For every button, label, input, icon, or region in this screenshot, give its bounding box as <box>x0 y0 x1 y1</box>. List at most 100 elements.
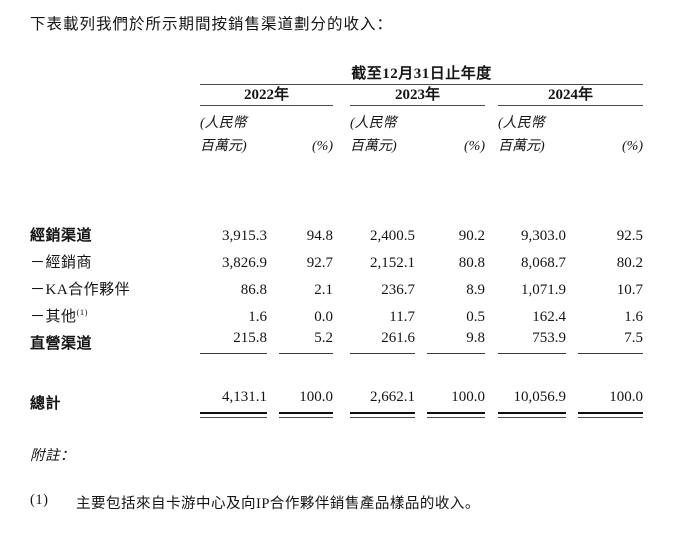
value-cell: 9,303.0 <box>521 227 566 244</box>
pct-header-2022: (%) <box>312 139 333 155</box>
spacer <box>333 134 350 157</box>
unit-header-2022-line2: 百萬元) <box>200 139 247 155</box>
value-cell: 92.7 <box>306 254 333 271</box>
spacer <box>30 85 200 106</box>
row-label: 經銷渠道 <box>30 227 93 244</box>
spacer <box>30 134 200 157</box>
spacer <box>485 134 498 157</box>
year-header-2023: 2023年 <box>350 84 485 107</box>
unit-header-2024-line2: 百萬元) <box>498 139 545 155</box>
footnote-text: 主要包括來自卡游中心及向IP合作夥伴銷售產品樣品的收入。 <box>76 496 480 513</box>
value-cell: 1,071.9 <box>521 281 566 298</box>
year-header-2024: 2024年 <box>498 84 644 107</box>
spacer-row <box>30 354 643 387</box>
unit-header-row-1: (人民幣 (人民幣 (人民幣 <box>30 106 643 134</box>
spacer <box>485 106 498 134</box>
row-label: 直營渠道 <box>30 335 93 352</box>
row-label: －KA合作夥伴 <box>30 281 131 298</box>
value-cell: 11.7 <box>389 308 415 325</box>
unit-header-2023-line1: (人民幣 <box>350 116 397 132</box>
value-cell: 94.8 <box>306 227 333 244</box>
value-cell: 236.7 <box>381 281 415 298</box>
footnote-marker: (1) <box>30 492 49 509</box>
spacer <box>485 300 498 327</box>
table-row-distributors: －經銷商 3,826.9 92.7 2,152.1 80.8 8,068.7 8… <box>30 246 643 273</box>
spacer <box>333 85 350 106</box>
spacer <box>485 246 498 273</box>
total-value-cell: 100.0 <box>566 387 644 419</box>
spacer <box>333 327 350 354</box>
spacer <box>30 106 200 134</box>
value-cell: 8.9 <box>466 281 485 298</box>
value-cell: 261.6 <box>350 327 415 355</box>
value-cell: 162.4 <box>532 308 566 325</box>
value-cell: 80.2 <box>616 254 644 271</box>
row-label: －經銷商 <box>30 254 93 271</box>
total-value-cell: 10,056.9 <box>498 387 566 419</box>
spacer <box>333 246 350 273</box>
unit-header-2022-line1: (人民幣 <box>200 116 247 132</box>
value-cell: 92.5 <box>616 227 644 244</box>
table-row-distribution-channel: 經銷渠道 3,915.3 94.8 2,400.5 90.2 9,303.0 9… <box>30 219 643 246</box>
total-value-cell: 100.0 <box>267 387 333 419</box>
spacer <box>485 85 498 106</box>
spacer <box>485 327 498 354</box>
spacer <box>415 106 485 134</box>
spacer <box>333 300 350 327</box>
value-cell: 9.8 <box>415 327 485 355</box>
spacer-row <box>30 157 643 219</box>
pct-header-2023: (%) <box>464 139 485 155</box>
spacer <box>267 106 333 134</box>
value-cell: 215.8 <box>200 327 267 355</box>
value-cell: 0.0 <box>314 308 333 325</box>
spacer <box>485 219 498 246</box>
spacer <box>566 106 643 134</box>
spacer <box>30 62 200 85</box>
unit-header-2024-line1: (人民幣 <box>498 116 545 132</box>
pct-header-2024: (%) <box>622 139 644 155</box>
year-header-2022: 2022年 <box>200 84 333 107</box>
value-cell: 5.2 <box>267 327 333 355</box>
value-cell: 2,400.5 <box>370 227 415 244</box>
notes-heading: 附註： <box>30 448 75 465</box>
value-cell: 86.8 <box>240 281 267 298</box>
value-cell: 0.5 <box>466 308 485 325</box>
spacer <box>333 106 350 134</box>
intro-text: 下表載列我們於所示期間按銷售渠道劃分的收入： <box>30 16 394 33</box>
table-row-direct-channel: 直營渠道 215.8 5.2 261.6 9.8 753.9 7.5 <box>30 327 644 355</box>
year-header-row: 2022年 2023年 2024年 <box>30 84 644 107</box>
spacer <box>333 219 350 246</box>
value-cell: 2,152.1 <box>370 254 415 271</box>
value-cell: 8,068.7 <box>521 254 566 271</box>
spacer <box>333 387 350 414</box>
value-cell: 10.7 <box>616 281 644 298</box>
table-row-total: 總計 4,131.1 100.0 2,662.1 100.0 10,056.9 … <box>30 387 644 419</box>
spanner-heading: 截至12月31日止年度 <box>200 62 644 85</box>
spacer <box>485 273 498 300</box>
unit-header-2023-line2: 百萬元) <box>350 139 397 155</box>
value-cell: 1.6 <box>624 308 644 325</box>
spacer <box>333 273 350 300</box>
spanner-row: 截至12月31日止年度 <box>30 62 644 85</box>
footnote-ref: (1) <box>76 306 88 317</box>
table-row-others: －其他(1) 1.6 0.0 11.7 0.5 162.4 1.6 <box>30 300 643 327</box>
value-cell: 1.6 <box>248 308 267 325</box>
value-cell: 90.2 <box>458 227 485 244</box>
value-cell: 80.8 <box>458 254 485 271</box>
value-cell: 2.1 <box>314 281 333 298</box>
spacer <box>485 387 498 414</box>
total-value-cell: 100.0 <box>415 387 485 419</box>
table-row-ka-partners: －KA合作夥伴 86.8 2.1 236.7 8.9 1,071.9 10.7 <box>30 273 643 300</box>
revenue-by-channel-table: 截至12月31日止年度 2022年 2023年 2024年 (人民幣 (人民幣 … <box>30 62 644 419</box>
total-value-cell: 4,131.1 <box>200 387 267 419</box>
row-label: －其他(1) <box>30 306 88 325</box>
footnote: (1) 主要包括來自卡游中心及向IP合作夥伴銷售產品樣品的收入。 <box>30 492 685 513</box>
value-cell: 3,915.3 <box>222 227 267 244</box>
total-label: 總計 <box>30 396 62 413</box>
value-cell: 3,826.9 <box>222 254 267 271</box>
value-cell: 7.5 <box>566 327 644 355</box>
value-cell: 753.9 <box>498 327 566 355</box>
unit-header-row-2: 百萬元) (%) 百萬元) (%) 百萬元) (%) <box>30 134 643 157</box>
total-value-cell: 2,662.1 <box>350 387 415 419</box>
